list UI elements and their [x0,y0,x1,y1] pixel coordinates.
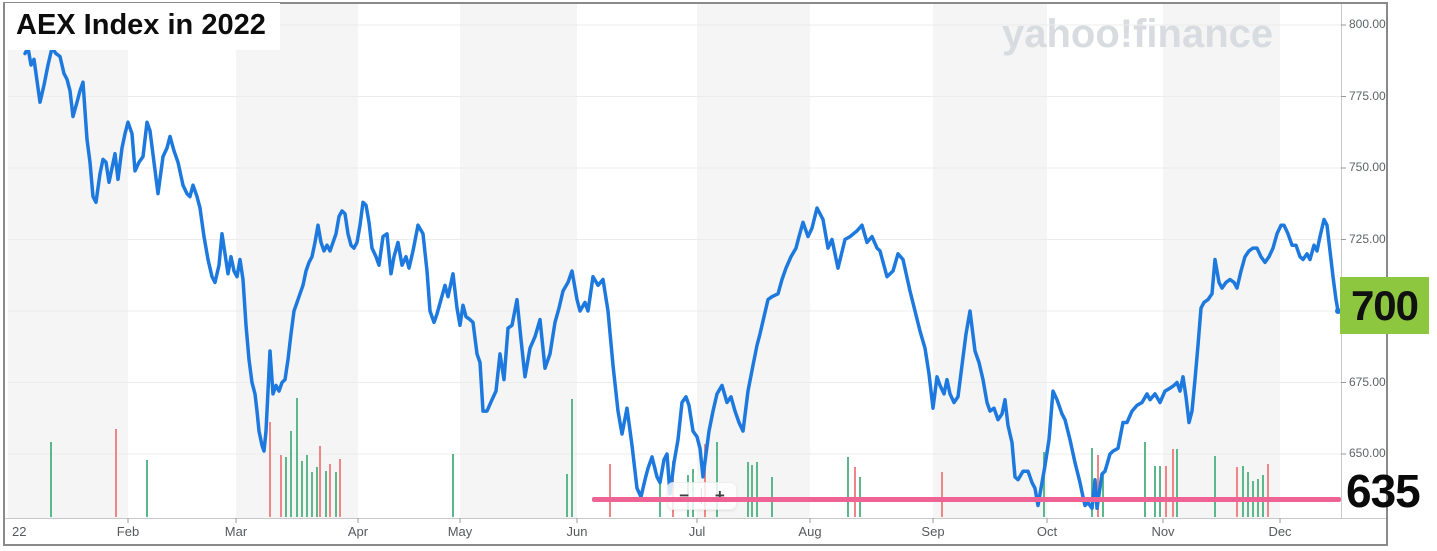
support-line-635 [592,497,1341,502]
zoom-in-button[interactable]: + [714,486,725,505]
chart-zoom-toolbar: − + [667,482,737,510]
volume-bar-up [571,399,573,517]
volume-bar-up [290,431,292,517]
month-band [933,4,1047,518]
volume-bar-up [716,442,718,517]
volume-bar-up [306,455,308,517]
volume-bar-up [1176,449,1178,517]
page-title: AEX Index in 2022 [16,9,266,41]
volume-bar-down [280,455,282,517]
price-line [23,46,1340,511]
volume-bar-down [339,459,341,517]
volume-bar-up [1214,456,1216,517]
month-band [697,4,810,518]
volume-bar-down [329,464,331,517]
y-tick-label: 750.00 [1349,160,1386,174]
volume-bar-down [319,446,321,517]
volume-bar-down [941,472,943,517]
volume-bar-up [325,471,327,517]
volume-bar-down [269,422,271,517]
volume-bar-up [1091,448,1093,517]
volume-bar-up [751,465,753,517]
x-tick-label: Aug [798,524,822,539]
y-tick-label: 725.00 [1349,231,1386,246]
x-tick-label: Sep [921,524,945,539]
x-tick-label: Feb [116,524,140,539]
volume-bar-up [847,457,849,517]
y-tick-label: 800.00 [1349,17,1386,31]
volume-bar-down [1236,467,1238,517]
x-tick-label: Dec [1268,524,1292,539]
volume-bar-up [335,472,337,517]
x-tick-label: Oct [1036,524,1058,539]
zoom-out-button[interactable]: − [679,486,690,505]
x-tick-label: Mar [224,524,248,539]
volume-bar-down [704,444,706,517]
support-level-label: 635 [1346,465,1421,517]
volume-bar-up [316,467,318,517]
month-band [1163,4,1280,518]
x-tick-label: Apr [347,524,369,539]
volume-bar-down [1165,466,1167,517]
volume-bar-up [1102,474,1104,517]
volume-bar-up [1262,475,1264,517]
volume-bar-up [296,398,298,517]
volume-bar-up [756,462,758,517]
volume-bar-up [1154,466,1156,517]
y-tick-label: 775.00 [1349,88,1386,103]
volume-bar-up [285,457,287,517]
volume-bar-down [1172,449,1174,517]
volume-bar-down [115,429,117,517]
x-tick-label: May [447,524,473,539]
zoom-toolbar-divider [701,488,703,504]
y-tick-label: 675.00 [1349,374,1386,389]
y-tick-label: 650.00 [1349,446,1386,460]
volume-bar-up [1043,452,1045,517]
volume-bar-up [311,472,313,517]
volume-bar-up [146,460,148,517]
last-price-badge: 700 [1340,277,1429,334]
volume-bar-up [452,454,454,517]
yahoo-finance-watermark: yahoo!finance [1002,12,1273,56]
volume-bar-down [854,467,856,517]
price-line-endpoint [1335,308,1341,314]
x-tick-label: Jul [688,524,706,539]
x-tick-label: 22 [12,524,27,539]
volume-bar-down [1097,455,1099,517]
x-tick-label: Jun [566,524,588,539]
volume-bar-up [50,442,52,517]
chart-title-box: AEX Index in 2022 [5,3,280,50]
month-band [460,4,577,518]
volume-bar-up [1242,466,1244,517]
volume-bar-down [1267,464,1269,517]
x-tick-label: Nov [1151,524,1175,539]
volume-bar-up [301,461,303,517]
volume-bar-up [1159,466,1161,517]
volume-bar-up [747,462,749,517]
volume-bar-up [1144,442,1146,517]
volume-bar-down [609,464,611,517]
volume-bar-up [1247,472,1249,517]
volume-bar-up [566,474,568,517]
